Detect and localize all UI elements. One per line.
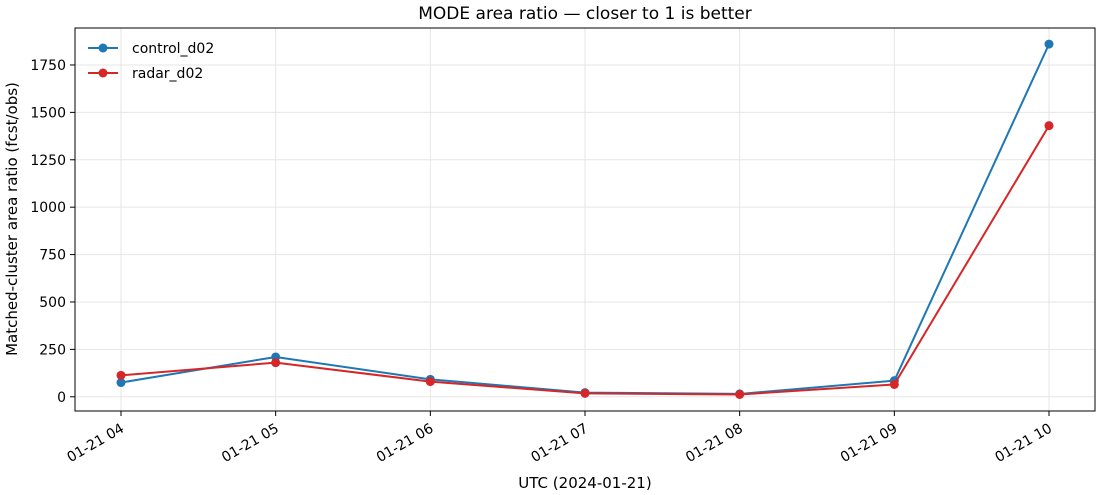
- legend-entry-radar_d02: radar_d02: [88, 66, 203, 82]
- y-tick-label: 1500: [30, 105, 66, 121]
- x-tick-label: 01-21 06: [374, 421, 437, 466]
- grid-lines: [75, 28, 1095, 411]
- x-axis-label: UTC (2024-01-21): [518, 474, 651, 492]
- series-radar_d02: [116, 121, 1054, 400]
- y-tick-label: 750: [39, 248, 66, 264]
- x-tick-label: 01-21 10: [992, 421, 1055, 466]
- y-tick-label: 1000: [30, 200, 66, 216]
- x-tick-label: 01-21 07: [528, 421, 591, 466]
- x-tick-label: 01-21 04: [64, 421, 127, 466]
- data-point: [116, 370, 126, 380]
- series-layer: [116, 39, 1054, 400]
- y-axis-label: Matched-cluster area ratio (fcst/obs): [3, 82, 21, 356]
- legend-marker: [98, 43, 108, 53]
- y-tick-label: 500: [39, 295, 66, 311]
- data-point: [116, 378, 126, 388]
- data-point: [271, 358, 281, 368]
- legend: control_d02 radar_d02: [88, 41, 214, 82]
- x-tick-label: 01-21 05: [219, 421, 282, 466]
- data-point: [580, 388, 590, 398]
- data-point: [425, 377, 435, 387]
- x-axis: 01-21 04 01-21 05 01-21 06 01-21 07 01-21 08…: [64, 411, 1055, 466]
- y-tick-label: 1750: [30, 58, 66, 74]
- y-tick-label: 250: [39, 342, 66, 358]
- y-tick-label: 0: [57, 390, 66, 406]
- data-point: [735, 390, 745, 400]
- legend-marker: [98, 68, 108, 78]
- chart-title: MODE area ratio — closer to 1 is better: [418, 4, 751, 24]
- data-point: [889, 379, 899, 389]
- y-axis: 0 250 500 750 1000 1250 1500 1750: [30, 58, 75, 406]
- y-tick-label: 1250: [30, 153, 66, 169]
- data-point: [1044, 121, 1054, 131]
- x-tick-label: 01-21 08: [683, 421, 746, 466]
- legend-entry-control_d02: control_d02: [88, 41, 214, 57]
- legend-label: control_d02: [132, 41, 214, 57]
- x-tick-label: 01-21 09: [838, 421, 901, 466]
- legend-label: radar_d02: [132, 66, 203, 82]
- data-point: [1044, 39, 1054, 49]
